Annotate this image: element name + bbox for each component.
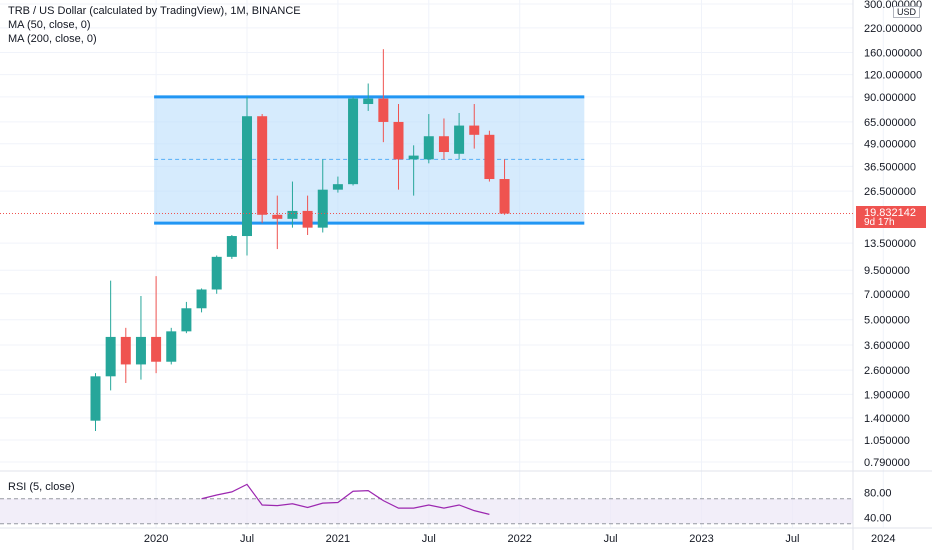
rsi-band-fill xyxy=(0,498,853,524)
candle-body xyxy=(272,214,283,219)
candle-body xyxy=(211,256,222,290)
candle-body xyxy=(242,116,252,237)
y-tick-label: 1.400000 xyxy=(864,413,910,425)
symbol-legend: TRB / US Dollar (calculated by TradingVi… xyxy=(8,5,301,17)
x-tick-label: 2023 xyxy=(689,533,713,545)
rsi-band xyxy=(0,498,853,525)
y-tick-label: 7.000000 xyxy=(864,289,910,301)
y-tick-label: 3.600000 xyxy=(864,340,910,352)
x-tick-label: Jul xyxy=(604,533,618,545)
rsi-tick-label: 40.00 xyxy=(864,513,892,525)
y-tick-label: 2.600000 xyxy=(864,365,910,377)
last-price-value: 19.832142 xyxy=(864,207,916,219)
candle-body xyxy=(438,136,449,153)
y-tick-label: 5.000000 xyxy=(864,315,910,327)
candle-body xyxy=(135,336,146,365)
candle-body xyxy=(226,236,237,257)
currency-badge[interactable]: USD xyxy=(893,6,921,18)
rsi-legend[interactable]: RSI (5, close) xyxy=(8,481,75,493)
y-tick-label: 65.000000 xyxy=(864,117,916,129)
candle-body xyxy=(120,336,131,365)
x-tick-label: Jul xyxy=(240,533,254,545)
candle-body xyxy=(302,210,313,228)
y-tick-label: 300.000000 xyxy=(864,0,922,11)
y-tick-label: 1.050000 xyxy=(864,435,910,447)
x-tick-label: 2024 xyxy=(871,533,895,545)
y-tick-label: 0.790000 xyxy=(864,457,910,469)
x-tick-label: 2020 xyxy=(144,533,168,545)
last-price-badge: 19.832142 9d 17h xyxy=(856,206,926,228)
rsi-line xyxy=(201,483,490,515)
x-tick-label: 2021 xyxy=(326,533,350,545)
y-tick-label: 9.500000 xyxy=(864,265,910,277)
last-price-countdown: 9d 17h xyxy=(864,217,895,228)
candle-body xyxy=(166,331,177,362)
candle-body xyxy=(454,125,465,154)
candle-body xyxy=(408,155,419,160)
candle-body xyxy=(317,189,328,228)
candle-body xyxy=(105,336,116,377)
candle-body xyxy=(151,336,162,362)
ma200-legend[interactable]: MA (200, close, 0) xyxy=(8,33,97,45)
ma50-legend[interactable]: MA (50, close, 0) xyxy=(8,19,91,31)
x-tick-label: 2022 xyxy=(507,533,531,545)
y-tick-label: 36.500000 xyxy=(864,161,916,173)
candle-body xyxy=(196,289,207,309)
candle-body xyxy=(257,116,268,215)
y-tick-label: 160.000000 xyxy=(864,47,922,59)
rsi-tick-label: 80.00 xyxy=(864,488,892,500)
x-tick-label: Jul xyxy=(785,533,799,545)
candle-body xyxy=(90,376,101,421)
y-tick-label: 49.000000 xyxy=(864,139,916,151)
candle-body xyxy=(378,98,389,122)
candle-body xyxy=(393,121,404,160)
y-tick-label: 220.000000 xyxy=(864,23,922,35)
y-tick-label: 120.000000 xyxy=(864,70,922,82)
x-tick-label: Jul xyxy=(422,533,436,545)
grid-lines xyxy=(0,0,884,528)
candle-body xyxy=(484,134,495,180)
candle-body xyxy=(348,98,359,185)
y-tick-label: 13.500000 xyxy=(864,238,916,250)
y-tick-label: 90.000000 xyxy=(864,92,916,104)
candles xyxy=(90,49,510,432)
candle-body xyxy=(287,210,298,219)
y-tick-label: 26.500000 xyxy=(864,186,916,198)
candle-body xyxy=(181,308,192,332)
candle-body xyxy=(332,184,343,190)
candle-body xyxy=(363,98,374,105)
channel-fill xyxy=(154,96,585,224)
rsi-pane xyxy=(201,483,490,515)
candle-body xyxy=(469,125,480,135)
candle-body xyxy=(423,136,434,160)
price-channel xyxy=(154,95,585,225)
candle-body xyxy=(499,179,510,214)
y-tick-label: 1.900000 xyxy=(864,389,910,401)
